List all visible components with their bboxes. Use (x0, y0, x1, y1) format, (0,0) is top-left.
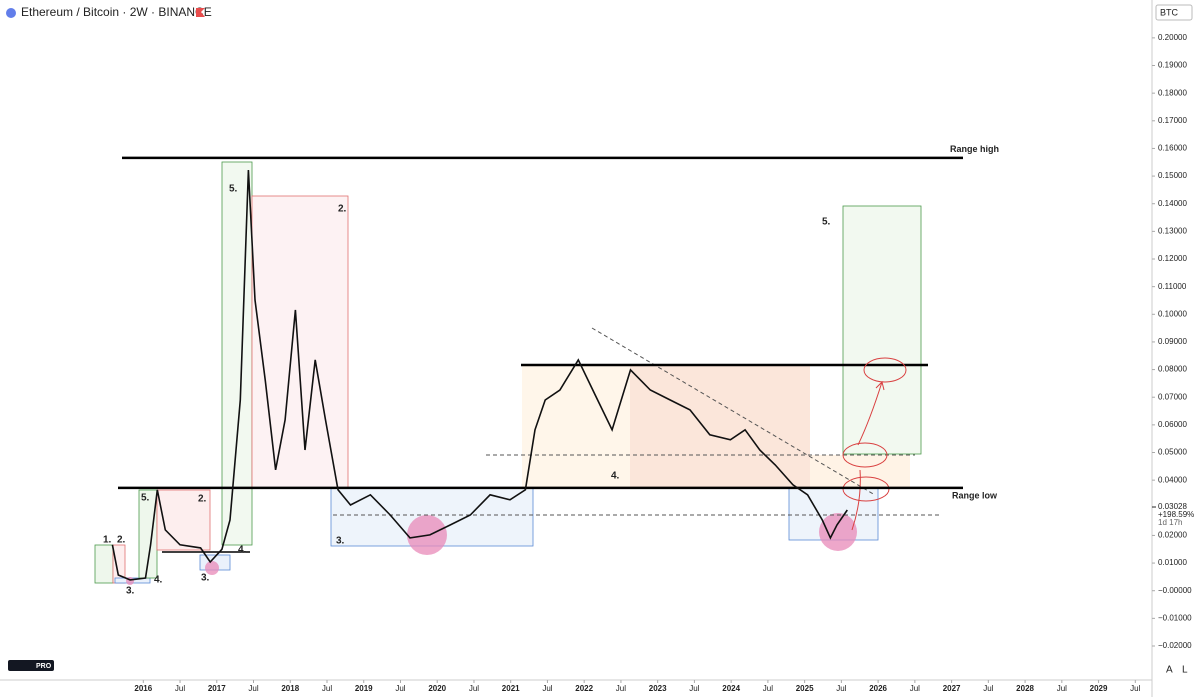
annotation: 3. (126, 586, 135, 597)
y-tick-label: 0.12000 (1158, 254, 1187, 263)
x-tick-label: 2016 (134, 684, 152, 693)
y-tick-label: −0.01000 (1158, 613, 1192, 622)
annotation: 2. (338, 204, 347, 215)
arrow (851, 381, 885, 531)
logo-text: PRO (36, 663, 52, 670)
x-tick-label: 2025 (796, 684, 814, 693)
annotation: 1. (103, 535, 112, 546)
box (842, 205, 922, 455)
x-tick-label: 2023 (649, 684, 667, 693)
x-tick-label: 2019 (355, 684, 373, 693)
x-tick-label: 2021 (502, 684, 520, 693)
x-tick-label: Jul (322, 684, 332, 693)
logo (8, 660, 54, 671)
x-tick-label: Jul (763, 684, 773, 693)
flag-icon (196, 8, 205, 17)
x-tick-label: 2020 (428, 684, 446, 693)
box (522, 365, 630, 488)
highlight (819, 513, 857, 551)
x-tick-label: Jul (395, 684, 405, 693)
axis-button[interactable]: L (1182, 665, 1188, 676)
annotation: 5. (822, 217, 831, 228)
last-price: 0.03028 (1158, 502, 1187, 511)
y-tick-label: 0.18000 (1158, 88, 1187, 97)
x-tick-label: Jul (836, 684, 846, 693)
level-label: Range high (950, 144, 999, 154)
x-tick-label: Jul (175, 684, 185, 693)
y-tick-label: 0.17000 (1158, 116, 1187, 125)
y-tick-label: 0.06000 (1158, 420, 1187, 429)
axis-button[interactable]: A (1166, 665, 1173, 676)
coin-icon (6, 8, 16, 18)
box (156, 489, 211, 551)
x-tick-label: Jul (1057, 684, 1067, 693)
annotation: 3. (201, 573, 210, 584)
circle-mark (863, 357, 907, 383)
x-tick-label: 2024 (722, 684, 740, 693)
annotation: 4. (238, 545, 247, 556)
y-tick-label: 0.05000 (1158, 448, 1187, 457)
annotation: 2. (117, 535, 126, 546)
y-tick-label: 0.10000 (1158, 309, 1187, 318)
price-line (111, 169, 848, 581)
box (251, 195, 349, 489)
y-tick-label: 0.15000 (1158, 171, 1187, 180)
box (94, 544, 114, 584)
annotation: 5. (229, 184, 238, 195)
circle-mark (842, 442, 888, 468)
currency[interactable]: BTC (1160, 7, 1179, 17)
bar-countdown: 1d 17h (1158, 518, 1182, 527)
highlight (205, 561, 219, 575)
x-tick-label: Jul (469, 684, 479, 693)
x-tick-label: Jul (1130, 684, 1140, 693)
x-tick-label: 2027 (943, 684, 961, 693)
box (630, 365, 810, 488)
price-change: +198.59% (1158, 510, 1194, 519)
drawings (94, 161, 942, 585)
annotation: 3. (336, 536, 345, 547)
annotation: 2. (198, 494, 207, 505)
y-tick-label: 0.11000 (1158, 282, 1187, 291)
x-tick-label: 2028 (1016, 684, 1034, 693)
x-tick-label: Jul (542, 684, 552, 693)
x-tick-label: Jul (983, 684, 993, 693)
x-tick-label: 2022 (575, 684, 593, 693)
y-tick-label: 0.16000 (1158, 144, 1187, 153)
currency-button[interactable] (1155, 4, 1193, 21)
x-tick-label: Jul (248, 684, 258, 693)
y-tick-label: 0.13000 (1158, 226, 1187, 235)
x-tick-label: 2017 (208, 684, 226, 693)
y-tick-label: 0.02000 (1158, 531, 1187, 540)
symbol-title: Ethereum / Bitcoin · 2W · BINANCE (21, 5, 212, 19)
annotation: 4. (611, 471, 620, 482)
y-tick-label: 0.19000 (1158, 61, 1187, 70)
y-tick-label: 0.04000 (1158, 475, 1187, 484)
y-tick-label: −0.02000 (1158, 641, 1192, 650)
x-tick-label: 2026 (869, 684, 887, 693)
x-tick-label: Jul (689, 684, 699, 693)
y-tick-label: 0.20000 (1158, 33, 1187, 42)
y-tick-label: 0.14000 (1158, 199, 1187, 208)
y-tick-label: −0.00000 (1158, 586, 1192, 595)
x-tick-label: 2029 (1090, 684, 1108, 693)
annotation: 4. (154, 575, 163, 586)
annotation: 5. (141, 493, 150, 504)
trend-line (591, 327, 876, 496)
y-tick-label: 0.01000 (1158, 558, 1187, 567)
box (221, 161, 253, 546)
x-tick-label: 2018 (281, 684, 299, 693)
y-tick-label: 0.09000 (1158, 337, 1187, 346)
x-tick-label: Jul (910, 684, 920, 693)
y-tick-label: 0.08000 (1158, 365, 1187, 374)
x-tick-label: Jul (616, 684, 626, 693)
level-label: Range low (952, 490, 998, 500)
y-tick-label: 0.07000 (1158, 392, 1187, 401)
